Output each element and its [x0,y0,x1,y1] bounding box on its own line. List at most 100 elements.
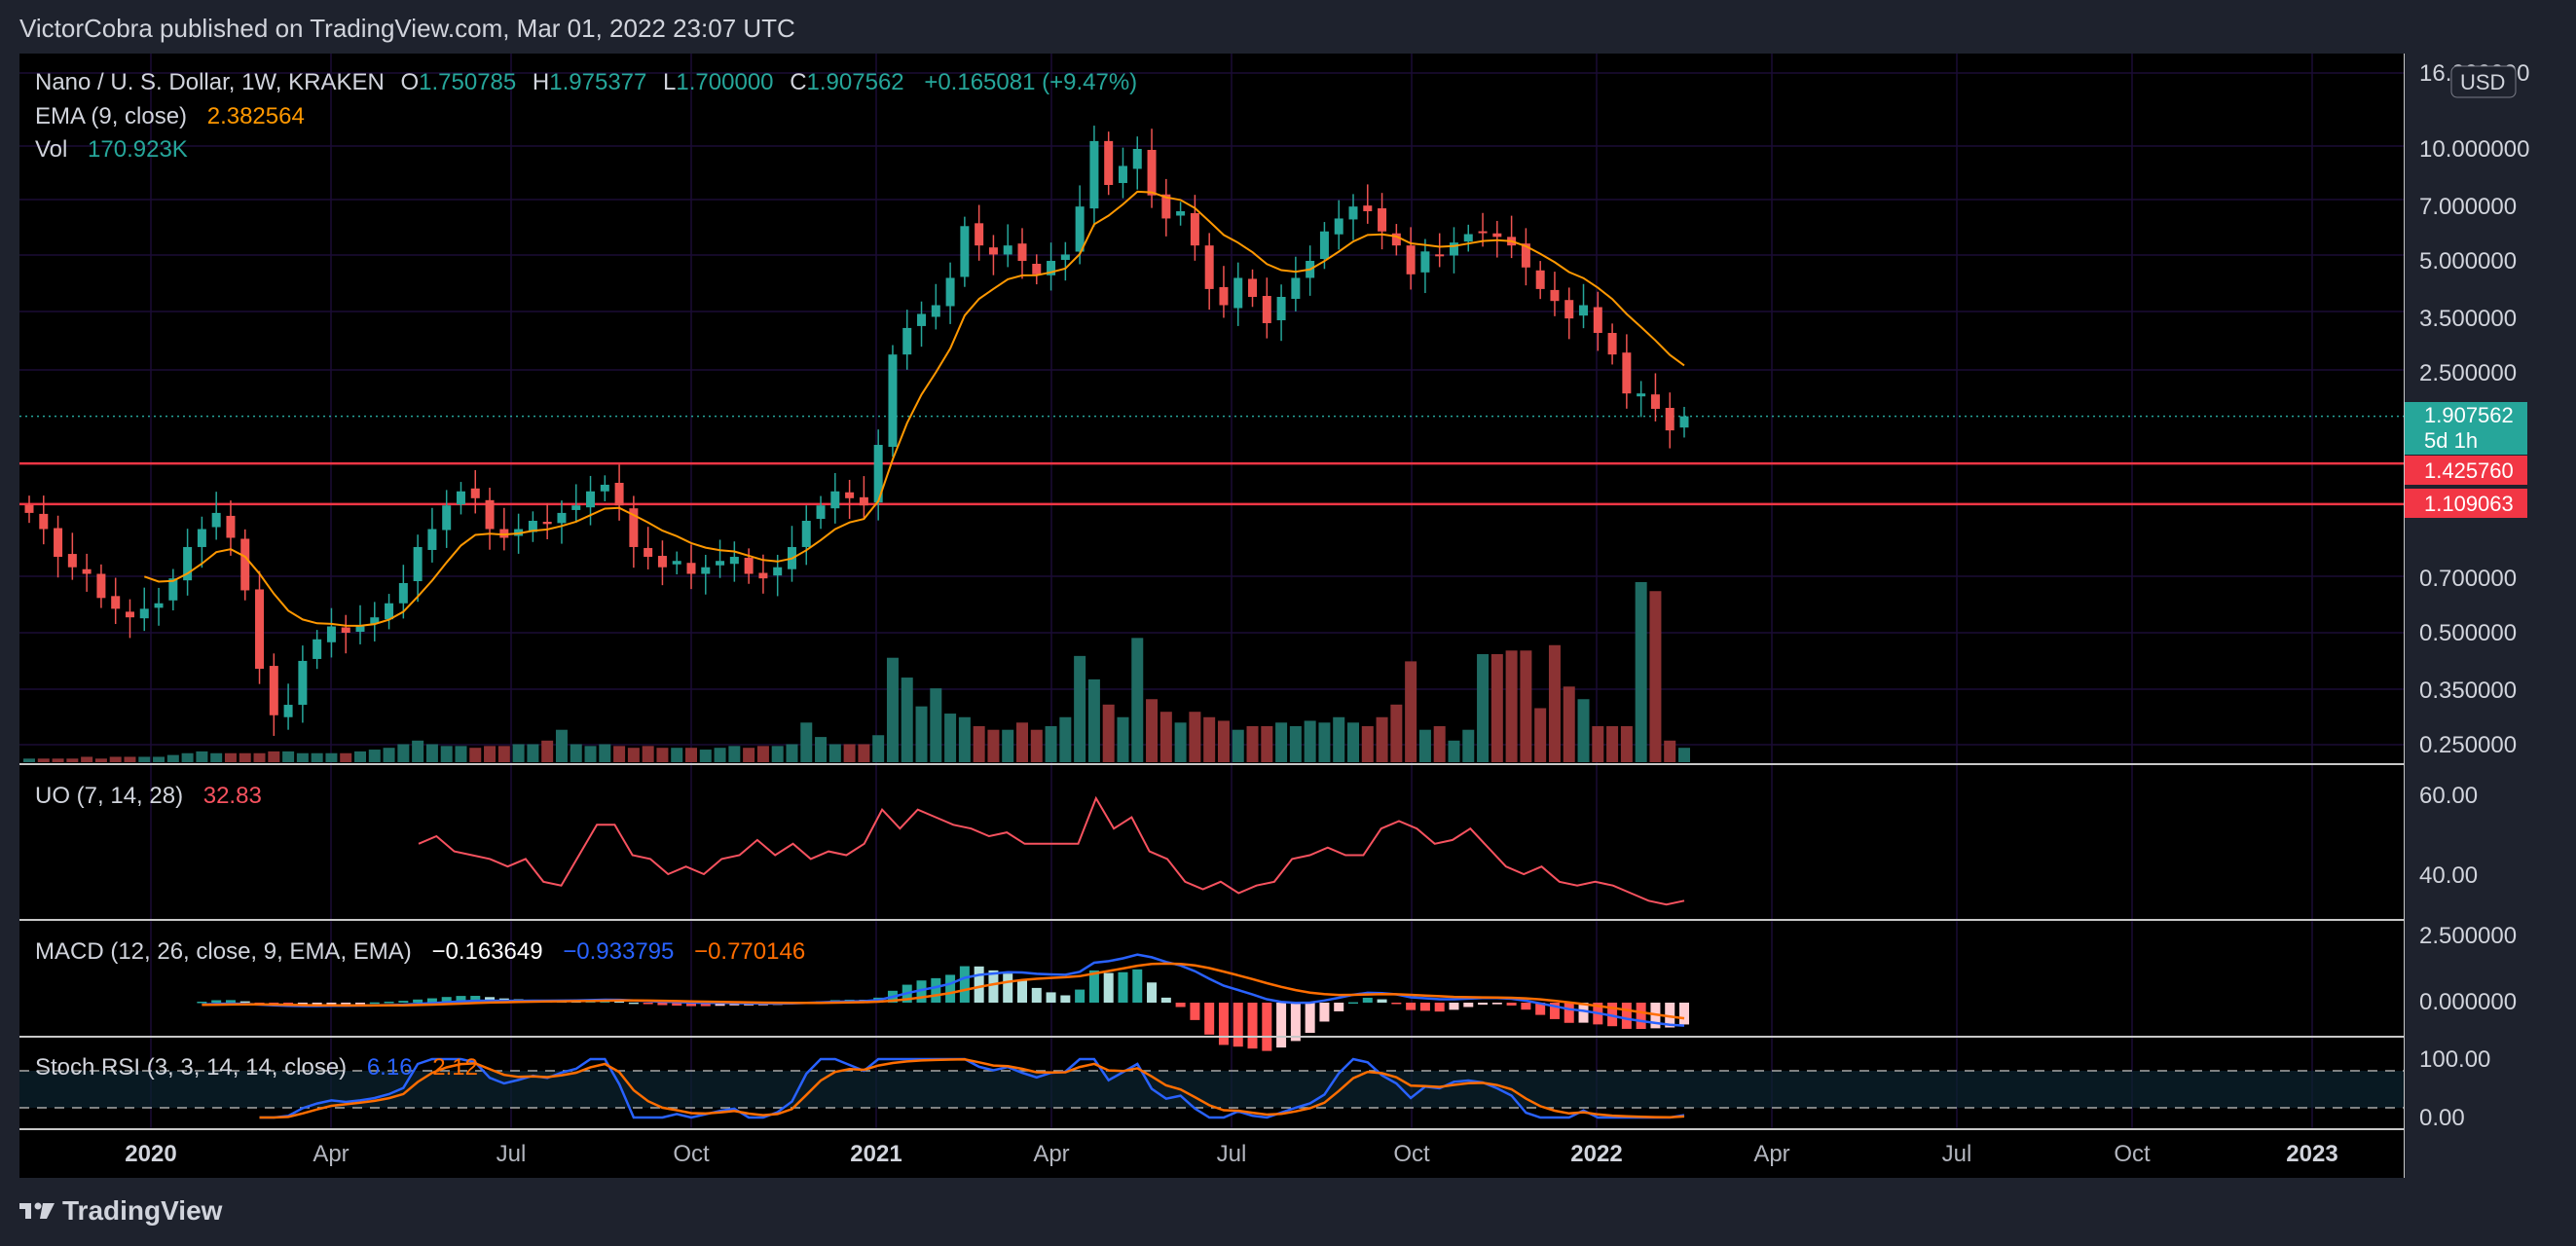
macd-hist-bar [1031,987,1042,1003]
volume-bar [973,726,985,762]
candle-body [1060,254,1070,260]
macd-hist-value: −0.163649 [431,938,542,965]
macd-hist-bar [715,1003,725,1007]
volume-bar [1592,726,1604,762]
candle-body [456,491,465,505]
candle-body [442,505,452,531]
tradingview-brand[interactable]: TradingView [19,1195,222,1227]
price-tick-label: 2.500000 [2419,360,2517,386]
candle-body [413,546,423,582]
volume-bar [1563,686,1575,762]
candle-body [398,582,408,604]
price-axis[interactable] [2405,54,2576,1178]
macd-hist-bar [931,977,941,1003]
volume-bar [368,750,381,762]
stoch-label: Stoch RSI (3, 3, 14, 14, close) [35,1054,347,1081]
volume-bar [340,752,352,762]
volume-bar [94,758,107,762]
macd-hist-bar [197,1001,207,1004]
volume-bar [1376,716,1388,762]
candle-body [888,354,898,448]
macd-hist-bar [1665,1003,1675,1028]
time-tick-label: Oct [2114,1141,2151,1167]
volume-bar [1418,729,1431,762]
volume-bar [699,750,712,762]
volume-bar [1030,729,1043,762]
volume-bar [109,756,122,762]
macd-hist-bar [959,966,970,1003]
candle-body [111,596,121,609]
open-value: 1.750785 [419,69,516,95]
volume-bar [425,744,438,762]
volume-bar [1016,722,1028,762]
candle-body [816,505,826,520]
volume-bar [181,752,194,762]
candle-body [1075,206,1085,252]
volume-bar [210,752,223,762]
volume-bar [1390,704,1403,762]
candle-body [1665,408,1674,431]
volume-bar [166,754,179,762]
volume-bar [555,729,568,762]
tradingview-logo-icon [19,1202,55,1219]
volume-bar [671,748,683,762]
volume-bar [1649,591,1662,762]
time-tick-label: Jul [1942,1141,1972,1167]
candle-body [975,223,984,246]
volume-bar [224,752,237,762]
time-tick-label: Oct [673,1141,710,1167]
candle-body [1219,286,1229,306]
macd-signal-line [202,962,1685,1020]
candle-body [355,626,365,633]
macd-hist-bar [1017,979,1027,1003]
macd-hist-bar [1535,1003,1546,1015]
uo-tick-60: 60.00 [2419,783,2478,809]
volume-bar [714,748,726,762]
candle-body [859,496,868,506]
currency-button[interactable] [2450,65,2517,98]
candle-body [226,515,236,538]
uo-value: 32.83 [203,783,262,809]
candle-body [1003,245,1012,255]
candle-body [945,277,955,307]
volume-bar [642,746,654,762]
volume-bar [958,716,971,762]
candle-body [1363,205,1373,211]
price-tick-label: 10.000000 [2419,136,2529,163]
close-label: C [790,69,806,95]
candle-body [1550,289,1560,302]
macd-hist-bar [1118,971,1128,1003]
volume-bar [383,748,395,762]
candle-body [542,521,552,525]
macd-hist-bar [1262,1003,1272,1051]
symbol-label: Nano / U. S. Dollar, 1W, KRAKEN [35,69,385,95]
macd-hist-bar [1607,1003,1618,1027]
time-tick-label: 2023 [2286,1141,2337,1167]
volume-bar [1347,722,1359,762]
candle-body [1291,277,1301,300]
candle-body [657,556,667,568]
candle-body [298,660,308,706]
volume-bar [685,748,697,762]
macd-hist-bar [1290,1003,1301,1042]
macd-hist-bar [1003,973,1013,1003]
macd-hist-bar [341,1003,351,1005]
volume-bar [541,740,554,762]
open-label: O [400,69,419,95]
stoch-d-value: 2.12 [432,1054,478,1081]
macd-histogram [197,966,1689,1051]
volume-bar [37,758,50,762]
candle-body [1319,231,1329,259]
candle-body [125,611,134,618]
macd-hist-bar [1247,1003,1258,1049]
volume-bar [815,737,828,762]
candle-body [801,521,811,547]
candle-body [586,491,596,508]
volume-bar [484,746,497,762]
volume-bar [1189,712,1201,762]
candle-body [716,561,725,566]
low-value: 1.700000 [676,69,773,95]
volume-bar [52,758,64,762]
macd-hist-bar [1276,1003,1287,1048]
